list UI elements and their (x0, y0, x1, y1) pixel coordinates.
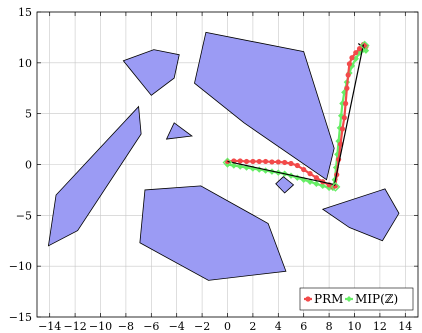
x-tick-label: 6 (300, 320, 307, 333)
prm-point (282, 159, 288, 166)
prm-point (250, 158, 256, 165)
prm-point (346, 61, 353, 67)
mip-point (230, 162, 238, 169)
y-tick-label: 15 (18, 6, 32, 19)
obstacle-polygon (139, 185, 287, 281)
endpoint-marker (359, 40, 370, 51)
prm-point (269, 159, 275, 165)
prm-point (341, 115, 347, 121)
prm-point (237, 158, 243, 164)
obstacle-polygon (194, 31, 335, 181)
path-segment (333, 44, 364, 186)
mip-point (319, 182, 326, 190)
prm-point (243, 158, 250, 165)
y-tick-label: −5 (16, 209, 32, 222)
endpoint-marker (330, 181, 341, 192)
obstacle-polygon (275, 176, 295, 194)
mip-point (224, 161, 231, 168)
x-tick-label: 0 (224, 320, 231, 333)
obstacles (47, 31, 400, 281)
x-tick-label: −10 (89, 320, 112, 333)
segments (222, 40, 370, 192)
x-tick-label: 4 (275, 320, 282, 333)
mip-point (331, 176, 339, 183)
prm-point (275, 159, 281, 165)
legend: PRM MIP(ℤ) (299, 287, 414, 311)
x-tick-label: 10 (348, 320, 362, 333)
x-tick-label: 14 (398, 320, 412, 333)
prm-point (307, 171, 313, 177)
x-tick-label: −6 (143, 320, 159, 333)
endpoint-marker (222, 157, 233, 168)
obstacle-polygon (122, 49, 180, 96)
y-tick-label: 5 (25, 108, 32, 121)
mip-point (313, 180, 320, 188)
legend-mip-label: MIP(ℤ) (355, 292, 398, 306)
prm-point (353, 50, 359, 56)
x-tick-label: −14 (38, 320, 61, 333)
x-tick-label: 8 (326, 320, 333, 333)
legend-prm-marker (305, 296, 311, 302)
prm-point (313, 175, 319, 181)
prm-point (294, 162, 300, 169)
prm-point (263, 158, 269, 165)
legend-mip-marker (346, 296, 352, 302)
prm-point (256, 158, 262, 165)
prm-point (356, 46, 363, 52)
path-segment (227, 160, 336, 186)
prm-point (343, 100, 349, 107)
series-group (224, 41, 370, 192)
ticks: −14 −12 −10 −8 −6 −4 −2 0 2 4 6 8 10 12 14−15−10−50510… (9, 6, 418, 333)
prm-point (344, 85, 350, 91)
prm-point (349, 55, 355, 61)
x-tick-label: 12 (373, 320, 387, 333)
obstacle-polygon (47, 105, 142, 247)
obstacle-polygon (165, 122, 193, 140)
y-tick-label: 10 (18, 57, 32, 70)
prm-point (288, 160, 294, 167)
x-tick-label: −8 (118, 320, 134, 333)
x-tick-label: 2 (249, 320, 256, 333)
legend-box (299, 287, 414, 311)
prm-point (339, 126, 346, 132)
x-tick-label: −2 (194, 320, 210, 333)
legend-prm-label: PRM (314, 292, 343, 306)
prm-point (301, 166, 307, 173)
prm-point (337, 141, 344, 147)
mip-point (335, 137, 342, 145)
y-tick-label: 0 (25, 159, 32, 172)
y-tick-label: −10 (9, 260, 32, 273)
obstacle-polygon (321, 188, 400, 242)
prm-point (345, 72, 351, 78)
x-tick-label: −12 (63, 320, 86, 333)
y-tick-label: −15 (9, 311, 32, 324)
x-tick-label: −4 (169, 320, 185, 333)
